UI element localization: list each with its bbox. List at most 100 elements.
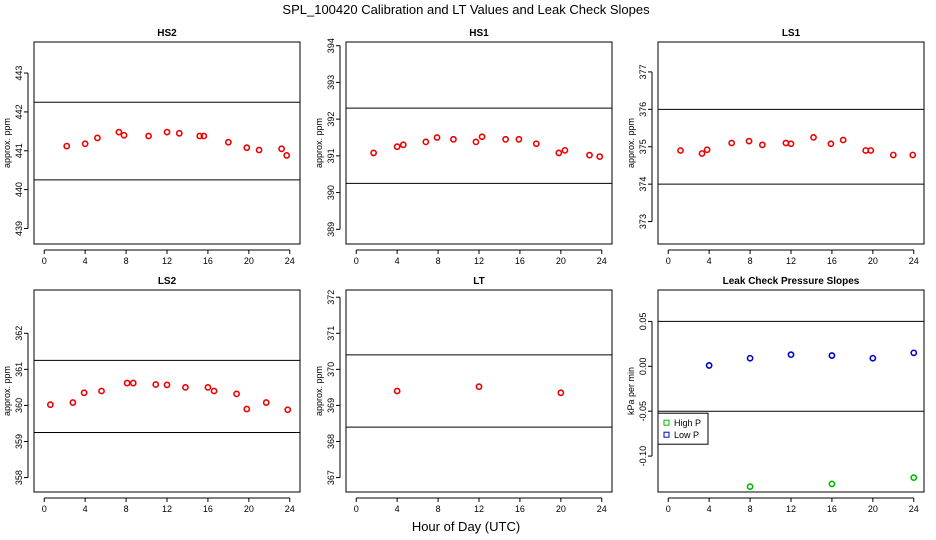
- y-tick-label: 0.05: [638, 313, 648, 331]
- y-tick-label: 372: [326, 290, 336, 305]
- panel-lt: LT 0 4 8 12 16 20 24 367 368 369 370 371 372 approx. p…: [314, 276, 613, 514]
- panel-hs2: HS2 0 4 8 12 16 20 24 439 440 441 442 443 approx. ppm: [2, 28, 301, 266]
- data-point: [677, 147, 684, 154]
- y-axis-label: approx. ppm: [314, 118, 324, 168]
- data-point: [746, 483, 754, 491]
- y-tick-label: 390: [326, 185, 336, 200]
- x-tick-label: 12: [162, 256, 172, 266]
- data-point: [839, 136, 847, 144]
- y-axis-label: approx. ppm: [2, 118, 12, 168]
- data-point: [867, 147, 875, 154]
- x-tick-label: 24: [909, 504, 919, 514]
- y-tick-label: 370: [326, 362, 336, 377]
- data-point: [182, 383, 189, 391]
- legend: High P Low P: [657, 412, 709, 445]
- x-tick-label: 16: [827, 256, 837, 266]
- x-tick-label: 4: [395, 256, 400, 266]
- data-point: [393, 387, 401, 395]
- data-point: [46, 401, 54, 409]
- data-point: [98, 387, 105, 395]
- data-point: [115, 128, 123, 136]
- data-point: [283, 152, 291, 159]
- x-tick-label: 24: [909, 256, 919, 266]
- y-tick-label: 439: [14, 221, 24, 236]
- data-point: [703, 146, 711, 154]
- x-tick-label: 20: [244, 504, 254, 514]
- x-tick-label: 20: [244, 256, 254, 266]
- data-point: [478, 133, 486, 141]
- x-tick-label: 16: [515, 504, 525, 514]
- x-tick-label: 0: [354, 504, 359, 514]
- x-tick-label: 8: [748, 504, 753, 514]
- y-tick-label: 362: [14, 326, 24, 341]
- data-point: [450, 135, 457, 143]
- data-point: [555, 149, 563, 157]
- legend-marker: [663, 419, 670, 426]
- y-axis-label: approx. ppm: [2, 366, 12, 416]
- data-point: [910, 349, 918, 357]
- data-point: [210, 387, 218, 395]
- x-tick-label: 16: [203, 504, 213, 514]
- x-tick-label: 24: [285, 504, 295, 514]
- legend-box: [657, 412, 709, 445]
- x-tick-label: 8: [124, 256, 129, 266]
- data-point: [586, 151, 593, 159]
- y-tick-label: 367: [326, 470, 336, 485]
- x-tick-label: 0: [42, 504, 47, 514]
- data-point: [810, 133, 817, 141]
- x-tick-label: 12: [474, 256, 484, 266]
- y-tick-label: 440: [14, 182, 24, 197]
- data-point: [175, 129, 183, 137]
- legend-label: Low P: [674, 430, 699, 440]
- y-tick-label: 375: [638, 139, 648, 154]
- data-point: [532, 140, 540, 148]
- panel-leak: Leak Check Pressure Slopes 0 4 8 12 16 20 24 -0.…: [626, 276, 925, 514]
- x-tick-label: 24: [597, 504, 607, 514]
- data-point: [433, 134, 441, 141]
- x-tick-label: 0: [354, 256, 359, 266]
- x-tick-label: 12: [162, 504, 172, 514]
- panel-title: LS1: [782, 28, 801, 39]
- panel-title: LT: [473, 276, 484, 287]
- x-tick-label: 8: [436, 504, 441, 514]
- y-tick-label: 443: [14, 66, 24, 81]
- data-point: [869, 354, 877, 362]
- plot-frame: [657, 289, 925, 493]
- data-point: [94, 134, 101, 142]
- legend-label: High P: [674, 418, 701, 428]
- data-point: [224, 138, 232, 146]
- figure-title: SPL_100420 Calibration and LT Values and…: [282, 2, 650, 17]
- x-tick-label: 4: [395, 504, 400, 514]
- x-tick-label: 12: [786, 504, 796, 514]
- data-point: [557, 389, 565, 397]
- panel-title: HS1: [469, 28, 489, 39]
- y-tick-label: 392: [326, 112, 336, 127]
- data-point: [827, 140, 835, 148]
- data-point: [698, 150, 706, 157]
- y-tick-label: 369: [326, 398, 336, 413]
- data-point: [399, 141, 407, 149]
- x-tick-label: 4: [83, 504, 88, 514]
- data-point: [472, 138, 480, 146]
- data-point: [828, 352, 836, 359]
- data-point: [145, 132, 152, 140]
- y-tick-label: -0.05: [638, 401, 648, 422]
- data-point: [233, 390, 240, 398]
- plot-frame: [345, 41, 613, 245]
- data-point: [745, 137, 753, 145]
- x-tick-label: 20: [556, 256, 566, 266]
- data-point: [63, 142, 71, 150]
- y-tick-label: 393: [326, 75, 336, 90]
- data-point: [909, 151, 917, 159]
- data-point: [910, 474, 918, 482]
- panel-title: HS2: [157, 28, 177, 39]
- plot-frame: [33, 289, 301, 493]
- x-tick-label: 20: [868, 256, 878, 266]
- data-point: [422, 138, 430, 146]
- legend-marker: [663, 431, 670, 438]
- x-tick-label: 4: [707, 256, 712, 266]
- panel-title: LS2: [158, 276, 177, 287]
- y-tick-label: 358: [14, 470, 24, 485]
